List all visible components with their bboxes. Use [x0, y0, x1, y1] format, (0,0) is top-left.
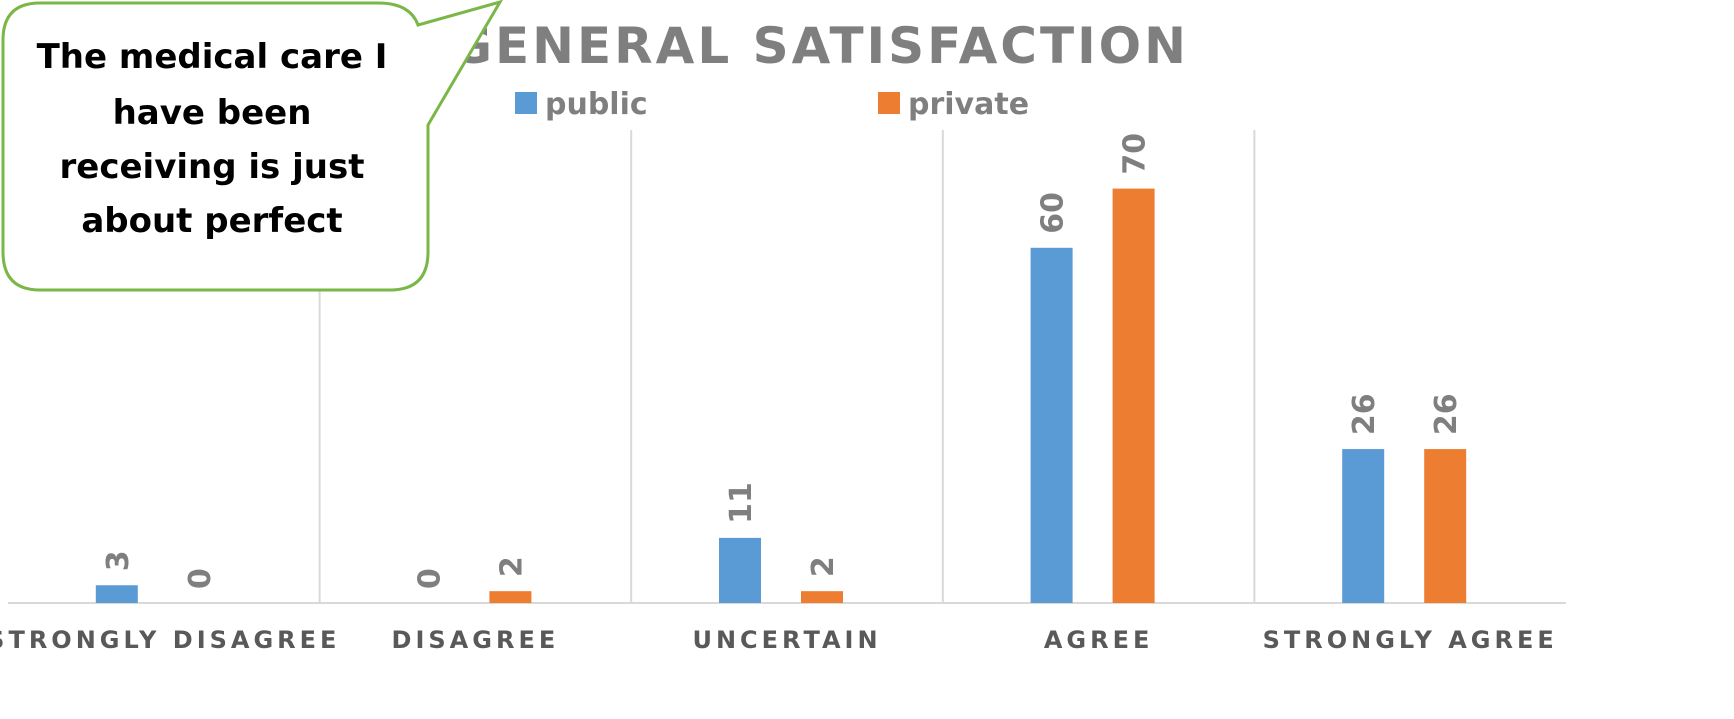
bar-private [1112, 188, 1155, 603]
callout-line-4: about perfect [81, 201, 342, 241]
bar-private [801, 591, 843, 603]
category-label: STRONGLY DISAGREE [0, 626, 340, 654]
legend-label-public: public [545, 87, 648, 122]
data-label-public: 0 [412, 568, 447, 589]
data-labels: 3 0 0 2 11 2 60 70 26 26 [101, 133, 1464, 589]
speech-bubble-callout: The medical care I have been receiving i… [1, 0, 503, 292]
data-label-private: 26 [1429, 393, 1464, 435]
bars [95, 188, 1467, 604]
category-label: UNCERTAIN [692, 626, 881, 654]
legend: public private [515, 87, 1029, 122]
speech-bubble-shape [1, 0, 503, 292]
data-label-public: 3 [101, 550, 136, 571]
bar-private [1424, 449, 1467, 603]
data-label-public: 26 [1347, 393, 1382, 435]
callout-line-2: have been [113, 93, 312, 133]
data-label-private: 2 [806, 556, 841, 577]
bar-public [1342, 449, 1385, 603]
bar-public [95, 585, 138, 603]
category-label: AGREE [1044, 626, 1154, 654]
bar-public [719, 537, 761, 603]
data-label-public: 11 [724, 482, 759, 524]
data-label-private: 70 [1118, 133, 1153, 175]
legend-swatch-public [515, 92, 537, 114]
bar-public [1030, 247, 1073, 604]
data-label-private: 2 [494, 556, 529, 577]
gridlines [318, 130, 1256, 603]
bar-private [489, 591, 532, 603]
data-label-private: 0 [183, 568, 218, 589]
legend-label-private: private [908, 87, 1029, 122]
data-label-public: 60 [1036, 192, 1071, 234]
chart-title: GENERAL SATISFACTION [451, 17, 1189, 75]
callout-line-3: receiving is just [60, 147, 365, 187]
category-label: DISAGREE [392, 626, 560, 654]
callout-line-1: The medical care I [37, 37, 388, 77]
legend-swatch-private [878, 92, 900, 114]
category-label: STRONGLY AGREE [1263, 626, 1558, 654]
category-labels: STRONGLY DISAGREE DISAGREE UNCERTAIN AGREE S… [0, 626, 1558, 654]
